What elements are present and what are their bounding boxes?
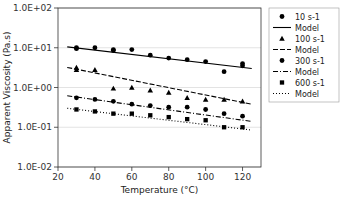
legend-label: 100 s-1 bbox=[295, 35, 325, 44]
data-point bbox=[167, 115, 171, 119]
tick bbox=[54, 87, 58, 88]
data-point bbox=[166, 90, 172, 95]
legend-swatch bbox=[280, 80, 284, 84]
tick bbox=[58, 167, 59, 171]
tick bbox=[54, 8, 58, 9]
legend-label: Model bbox=[295, 68, 319, 77]
tick bbox=[54, 167, 58, 168]
data-point bbox=[240, 61, 245, 66]
tick-label: 1.0E+02 bbox=[13, 3, 52, 13]
tick-label: 120 bbox=[234, 172, 251, 182]
tick-label: 1.0E+01 bbox=[13, 43, 52, 53]
legend-label: Model bbox=[295, 90, 319, 99]
data-point bbox=[240, 114, 245, 119]
y-axis-label: Apparent Viscosity (Pa.s) bbox=[2, 32, 12, 144]
data-point bbox=[222, 111, 227, 116]
tick-label: 60 bbox=[126, 172, 138, 182]
data-point bbox=[111, 86, 117, 91]
tick bbox=[54, 127, 58, 128]
data-point bbox=[111, 47, 116, 52]
data-point bbox=[148, 113, 152, 117]
legend-label: 300 s-1 bbox=[295, 57, 325, 66]
legend-frame bbox=[269, 8, 339, 102]
tick-label: 1.0E-01 bbox=[17, 122, 52, 132]
legend-label: Model bbox=[295, 24, 319, 33]
tick-label: 80 bbox=[163, 172, 175, 182]
tick-label: 1.0E+00 bbox=[13, 83, 52, 93]
legend-swatch bbox=[273, 27, 291, 28]
grid-line bbox=[58, 127, 261, 128]
grid-line bbox=[58, 47, 261, 48]
legend-swatch bbox=[280, 58, 285, 63]
tick-label: 1.0E-02 bbox=[17, 162, 52, 172]
grid-line bbox=[58, 87, 261, 88]
data-point bbox=[148, 88, 154, 93]
data-point bbox=[185, 117, 189, 121]
tick-label: 40 bbox=[89, 172, 101, 182]
model-line bbox=[67, 96, 252, 122]
data-point bbox=[203, 107, 208, 112]
legend-label: 10 s-1 bbox=[295, 13, 320, 22]
data-point bbox=[222, 69, 227, 74]
data-point bbox=[129, 47, 134, 52]
data-point bbox=[184, 95, 190, 100]
legend-swatch bbox=[273, 93, 291, 94]
legend-swatch bbox=[273, 49, 291, 50]
data-point bbox=[240, 125, 244, 129]
x-axis-label: Temperature (°C) bbox=[120, 185, 199, 195]
data-point bbox=[203, 97, 209, 102]
legend-swatch bbox=[279, 36, 285, 41]
legend: 10 s-1 Model 100 s-1 Model 300 s-1 Model 600 s… bbox=[269, 8, 339, 102]
tick bbox=[168, 167, 169, 171]
data-point bbox=[92, 67, 98, 72]
data-point bbox=[129, 85, 135, 90]
data-point bbox=[111, 111, 115, 115]
tick bbox=[54, 47, 58, 48]
tick-label: 100 bbox=[197, 172, 214, 182]
data-point bbox=[166, 105, 171, 110]
chart: 1.0E-02 1.0E-01 1.0E+00 1.0E+01 1.0E+02 20 40 6… bbox=[0, 0, 343, 199]
tick bbox=[94, 167, 95, 171]
tick bbox=[242, 167, 243, 171]
legend-swatch bbox=[280, 14, 285, 19]
tick bbox=[205, 167, 206, 171]
legend-label: Model bbox=[295, 46, 319, 55]
data-point bbox=[130, 111, 134, 115]
model-line bbox=[67, 47, 252, 69]
data-point bbox=[185, 105, 190, 110]
tick-label: 20 bbox=[52, 172, 64, 182]
tick bbox=[131, 167, 132, 171]
model-line bbox=[67, 67, 252, 104]
model-line bbox=[67, 108, 252, 130]
data-point bbox=[203, 118, 207, 122]
plot-frame bbox=[58, 8, 261, 167]
plot-area bbox=[67, 45, 252, 130]
legend-swatch bbox=[273, 71, 291, 72]
legend-label: 600 s-1 bbox=[295, 79, 325, 88]
data-point bbox=[111, 99, 116, 104]
